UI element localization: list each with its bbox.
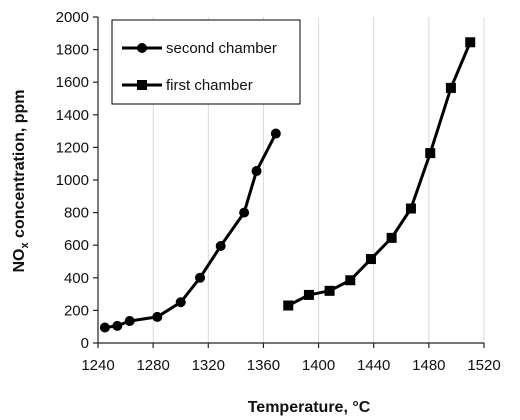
x-tick-label: 1320 <box>192 357 225 374</box>
legend-marker-first-chamber <box>137 80 147 90</box>
data-point-second-chamber <box>195 272 206 283</box>
data-point-first-chamber <box>425 148 436 159</box>
legend-marker-second-chamber <box>137 43 147 53</box>
y-tick-label: 200 <box>64 302 89 319</box>
y-tick-label: 1000 <box>56 172 89 189</box>
data-point-first-chamber <box>386 232 397 243</box>
y-tick-label: 800 <box>64 205 89 222</box>
series-line-second-chamber <box>104 132 278 330</box>
y-axis-title: NOx concentration, ppm <box>11 89 31 272</box>
data-point-first-chamber <box>345 275 356 286</box>
legend-label-first-chamber: first chamber <box>166 77 253 94</box>
data-point-second-chamber <box>124 315 135 326</box>
x-tick-label: 1240 <box>81 357 114 374</box>
data-point-second-chamber <box>239 207 250 218</box>
y-tick-label: 1600 <box>56 74 89 91</box>
data-point-second-chamber <box>152 311 163 322</box>
ticks-layer: 0 200 400 600 800 1000 1200 1400 1600 1800 2000 124… <box>56 9 501 374</box>
data-point-first-chamber <box>465 37 476 48</box>
series-line-first-chamber <box>287 41 472 307</box>
data-point-first-chamber <box>365 254 376 265</box>
x-tick-label: 1440 <box>357 357 390 374</box>
x-tick-label: 1280 <box>136 357 169 374</box>
y-tick-label: 1200 <box>56 139 89 156</box>
data-point-second-chamber <box>270 128 281 139</box>
x-tick-label: 1360 <box>247 357 280 374</box>
data-point-second-chamber <box>112 320 123 331</box>
series-second-chamber <box>99 128 281 333</box>
data-point-first-chamber <box>283 300 294 311</box>
x-axis-title: Temperature, °C <box>248 399 371 416</box>
y-tick-label: 2000 <box>56 9 89 26</box>
y-axis-title-subscript: x <box>19 242 31 249</box>
legend-label-second-chamber: second chamber <box>166 40 277 57</box>
y-tick-label: 0 <box>81 335 89 352</box>
data-point-first-chamber <box>405 203 416 214</box>
data-point-second-chamber <box>215 241 226 252</box>
series-first-chamber <box>283 37 476 311</box>
y-tick-label: 1400 <box>56 107 89 124</box>
y-axis-title-rest: concentration, ppm <box>11 89 28 242</box>
data-point-first-chamber <box>445 82 456 93</box>
y-tick-label: 600 <box>64 237 89 254</box>
y-axis-title-main: NO <box>11 249 28 273</box>
x-tick-label: 1480 <box>412 357 445 374</box>
y-tick-label: 1800 <box>56 42 89 59</box>
x-tick-label: 1520 <box>467 357 500 374</box>
legend: second chamber first chamber <box>111 19 301 105</box>
data-point-second-chamber <box>175 297 186 308</box>
data-point-first-chamber <box>324 285 335 296</box>
data-point-first-chamber <box>303 289 314 300</box>
series-layer <box>99 37 476 333</box>
data-point-second-chamber <box>251 166 262 177</box>
x-tick-label: 1400 <box>302 357 335 374</box>
y-tick-label: 400 <box>64 270 89 287</box>
data-point-second-chamber <box>99 322 110 333</box>
